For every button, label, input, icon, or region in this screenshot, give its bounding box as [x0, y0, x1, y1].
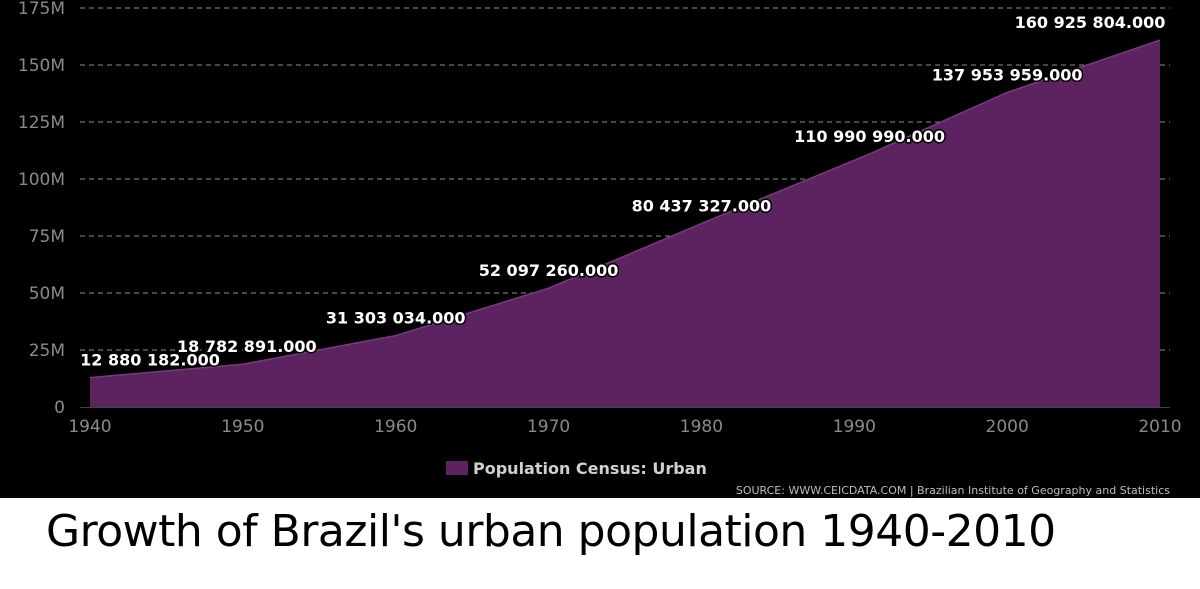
- data-label: 137 953 959.000: [932, 65, 1083, 84]
- x-tick-label: 1970: [527, 417, 570, 437]
- data-label: 160 925 804.000: [1015, 13, 1166, 32]
- y-tick-label: 175M: [18, 0, 65, 19]
- y-tick-label: 75M: [29, 227, 65, 247]
- legend-label: Population Census: Urban: [473, 459, 707, 478]
- x-tick-label: 1950: [221, 417, 264, 437]
- x-tick-label: 2010: [1138, 417, 1181, 437]
- data-label: 52 097 260.000: [479, 261, 619, 280]
- y-tick-label: 0: [54, 398, 65, 418]
- area-fill: [90, 40, 1160, 407]
- x-tick-label: 1990: [833, 417, 876, 437]
- data-label: 31 303 034.000: [326, 309, 466, 328]
- y-tick-label: 125M: [18, 113, 65, 133]
- chart-panel: 0 25M 50M 75M 100M 125M 150M 175M 1940 1950 1960 19…: [0, 0, 1200, 498]
- y-tick-label: 150M: [18, 56, 65, 76]
- y-tick-label: 100M: [18, 170, 65, 190]
- x-tick-label: 1940: [68, 417, 111, 437]
- y-tick-label: 50M: [29, 284, 65, 304]
- data-label: 12 880 182.000: [80, 351, 220, 370]
- data-label: 80 437 327.000: [632, 197, 772, 216]
- area-chart: 0 25M 50M 75M 100M 125M 150M 175M 1940 1950 1960 19…: [18, 0, 1182, 497]
- data-label: 18 782 891.000: [177, 337, 317, 356]
- x-tick-label: 1980: [680, 417, 723, 437]
- x-tick-label: 1960: [374, 417, 417, 437]
- data-label: 110 990 990.000: [794, 127, 945, 146]
- legend-swatch: [446, 461, 468, 475]
- series-line: [89, 39, 1161, 379]
- source-note: SOURCE: WWW.CEICDATA.COM | Brazilian Ins…: [736, 484, 1170, 497]
- chart-caption: Growth of Brazil's urban population 1940…: [46, 506, 1056, 557]
- x-tick-label: 2000: [986, 417, 1029, 437]
- y-tick-label: 25M: [29, 341, 65, 361]
